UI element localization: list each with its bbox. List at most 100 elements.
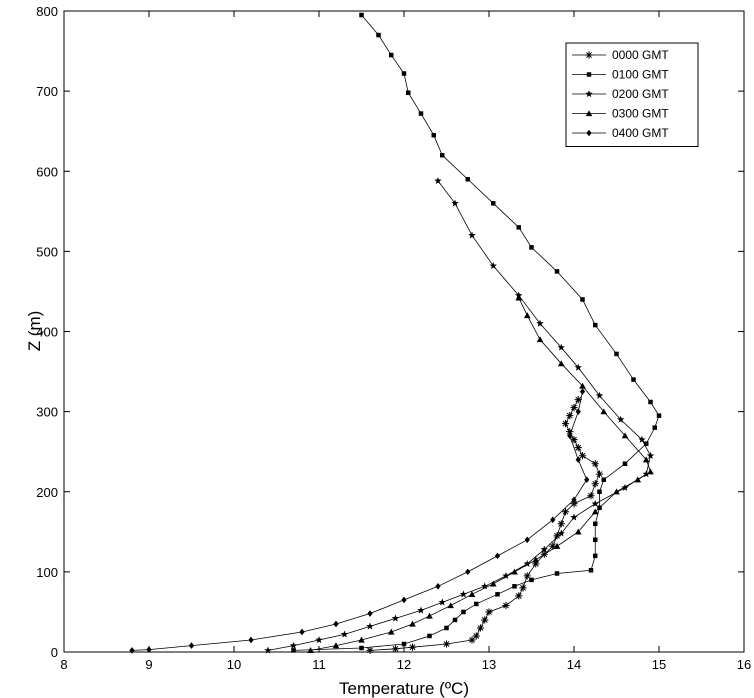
x-tick-label: 12	[397, 657, 411, 672]
data-point-asterisk	[485, 608, 493, 616]
data-point-asterisk	[553, 532, 561, 540]
series-1	[291, 12, 662, 653]
data-point-square	[554, 269, 560, 274]
y-tick-label: 500	[36, 244, 58, 259]
series-2	[264, 176, 655, 654]
data-point-star	[468, 231, 476, 239]
data-point-star	[540, 545, 548, 553]
data-point-star	[459, 590, 468, 598]
data-point-square	[427, 633, 432, 639]
data-point-asterisk	[570, 500, 578, 508]
data-point-triangle	[387, 628, 395, 635]
data-point-square	[406, 90, 411, 95]
data-point-triangle	[591, 508, 599, 515]
axis-ticks: 8 9 10 11 12 13 14 15 16 0 100 200 300 400 500 600 700 80…	[36, 4, 751, 672]
data-point-square	[529, 577, 534, 583]
data-point-asterisk	[549, 542, 557, 550]
data-point-square	[491, 201, 496, 206]
data-point-square	[593, 553, 598, 559]
legend-label: 0100 GMT	[612, 68, 669, 82]
data-point-asterisk	[408, 643, 417, 651]
x-tick-label: 9	[145, 657, 152, 672]
data-point-triangle	[468, 591, 476, 597]
data-point-diamond	[524, 536, 530, 544]
x-tick-label: 10	[227, 657, 241, 672]
data-point-square	[444, 625, 449, 631]
data-point-square	[359, 645, 364, 651]
data-point-square	[465, 177, 470, 182]
data-point-asterisk	[566, 428, 574, 436]
y-tick-label: 200	[36, 485, 58, 500]
data-point-star	[523, 559, 531, 568]
data-point-square	[418, 111, 424, 116]
data-point-triangle	[621, 432, 629, 439]
data-point-triangle	[447, 602, 455, 609]
data-point-square	[474, 601, 479, 607]
data-point-asterisk	[566, 412, 574, 420]
data-point-square	[614, 351, 619, 357]
data-point-triangle	[642, 456, 650, 463]
legend-entry: 0300 GMT	[572, 107, 669, 121]
data-point-square	[586, 72, 592, 77]
data-point-asterisk	[570, 436, 578, 444]
data-point-square	[431, 132, 436, 138]
data-point-triangle	[585, 110, 593, 117]
data-point-star	[557, 529, 565, 537]
data-point-asterisk	[472, 632, 480, 640]
data-point-star	[638, 435, 646, 443]
data-point-triangle	[358, 636, 365, 643]
data-point-asterisk	[595, 470, 604, 478]
series-3	[307, 294, 654, 654]
data-point-triangle	[332, 642, 340, 649]
data-point-diamond	[575, 408, 581, 415]
x-tick-label: 14	[567, 657, 581, 672]
data-point-square	[291, 648, 296, 653]
legend-entry: 0200 GMT	[572, 87, 669, 101]
data-point-asterisk	[585, 51, 593, 59]
data-point-diamond	[579, 388, 586, 395]
data-point-triangle	[426, 612, 433, 619]
data-point-triangle	[574, 528, 582, 535]
data-point-diamond	[465, 568, 471, 576]
data-point-square	[593, 322, 598, 328]
legend-label: 0400 GMT	[612, 126, 669, 140]
data-point-square	[554, 571, 560, 576]
data-point-diamond	[584, 476, 590, 484]
data-point-star	[289, 641, 298, 649]
data-point-diamond	[435, 582, 441, 590]
data-point-asterisk	[481, 616, 489, 624]
data-point-asterisk	[391, 645, 400, 653]
data-point-square	[401, 641, 407, 647]
data-point-star	[366, 622, 374, 630]
x-tick-label: 13	[482, 657, 496, 672]
data-point-asterisk	[502, 601, 510, 610]
data-point-diamond	[146, 646, 152, 653]
x-tick-label: 15	[652, 657, 666, 672]
data-point-diamond	[567, 432, 573, 439]
data-point-star	[617, 415, 625, 423]
data-point-asterisk	[561, 420, 570, 428]
data-point-triangle	[600, 408, 608, 415]
data-point-triangle	[532, 556, 540, 563]
data-point-square	[631, 377, 636, 382]
data-point-star	[591, 499, 599, 507]
data-point-diamond	[575, 456, 581, 463]
data-point-square	[529, 245, 534, 250]
data-point-diamond	[494, 552, 501, 560]
data-point-square	[461, 609, 466, 615]
data-point-star	[434, 176, 442, 185]
data-point-triangle	[489, 580, 497, 587]
data-point-asterisk	[442, 640, 451, 648]
data-point-star	[391, 614, 400, 622]
series-0	[366, 396, 604, 654]
data-point-triangle	[409, 620, 416, 627]
data-point-star	[502, 571, 510, 580]
data-point-triangle	[523, 312, 531, 319]
data-point-triangle	[613, 488, 620, 495]
data-point-star	[570, 513, 578, 521]
data-point-square	[593, 521, 598, 527]
data-point-star	[595, 391, 604, 399]
data-point-star	[438, 598, 446, 606]
